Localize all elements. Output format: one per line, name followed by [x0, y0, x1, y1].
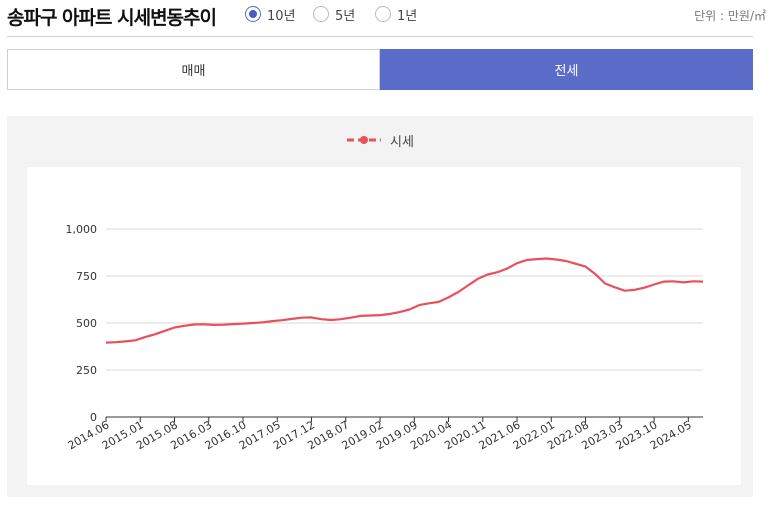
tab-sale[interactable]: 매매	[7, 49, 380, 90]
data-point	[291, 318, 293, 320]
data-point	[134, 339, 136, 341]
data-point	[555, 258, 557, 260]
data-point	[164, 330, 166, 332]
data-point	[350, 317, 352, 319]
data-point	[281, 319, 283, 321]
header-divider	[7, 36, 753, 37]
period-radio-1y[interactable]: 1년	[375, 4, 417, 24]
data-point	[301, 317, 303, 319]
data-point	[438, 301, 440, 303]
data-point	[624, 290, 626, 292]
tab-jeonse[interactable]: 전세	[380, 49, 753, 90]
data-point	[320, 318, 322, 320]
data-point	[516, 262, 518, 264]
unit-label: 단위 : 만원/㎡	[694, 9, 766, 23]
period-radio-label: 5년	[335, 8, 356, 24]
data-point	[594, 273, 596, 275]
radio-checked-icon	[245, 6, 261, 22]
period-radio-label: 10년	[267, 8, 296, 24]
radio-unchecked-icon	[313, 6, 329, 22]
data-point	[144, 336, 146, 338]
data-point	[633, 289, 635, 291]
chart-plot-area: 0 250 500 750 1,000 2014.06 2015.01 2015.08 2016…	[27, 167, 741, 485]
page-title: 송파구 아파트 시세변동추이	[7, 7, 217, 29]
data-point	[457, 291, 459, 293]
data-point	[125, 340, 127, 342]
data-point	[232, 323, 234, 325]
data-point	[702, 281, 704, 283]
data-point	[222, 324, 224, 326]
legend-line-marker-icon	[347, 136, 382, 144]
y-tick-label: 1,000	[66, 223, 98, 236]
data-point	[682, 281, 684, 283]
line-chart: 02505007501,0002014.062015.012015.082016…	[66, 223, 704, 452]
data-point	[604, 283, 606, 285]
data-point	[418, 304, 420, 306]
data-point	[154, 333, 156, 335]
y-tick-label: 0	[90, 411, 97, 424]
data-point	[428, 302, 430, 304]
data-point	[183, 325, 185, 327]
data-point	[487, 273, 489, 275]
data-point	[262, 321, 264, 323]
data-point	[653, 283, 655, 285]
data-point	[467, 284, 469, 286]
chart-panel: 시세 0 250 500 750 1,000 2014.06 2015.01 2015.08 2…	[7, 116, 753, 497]
data-point	[448, 296, 450, 298]
data-point	[399, 311, 401, 313]
data-point	[585, 266, 587, 268]
chart-legend[interactable]: 시세	[7, 130, 753, 150]
data-point	[252, 322, 254, 324]
data-point	[203, 323, 205, 325]
data-point	[340, 318, 342, 320]
data-point	[379, 314, 381, 316]
period-radio-5y[interactable]: 5년	[313, 4, 355, 24]
y-tick-label: 750	[76, 270, 97, 283]
data-point	[271, 320, 273, 322]
data-point	[545, 258, 547, 260]
radio-unchecked-icon	[375, 6, 391, 22]
period-radio-10y[interactable]: 10년	[245, 4, 296, 24]
data-point	[242, 323, 244, 325]
data-point	[643, 287, 645, 289]
data-point	[389, 313, 391, 315]
data-point	[496, 271, 498, 273]
legend-label: 시세	[390, 134, 414, 150]
data-point	[614, 286, 616, 288]
data-point	[369, 314, 371, 316]
data-point	[311, 316, 313, 318]
deal-type-tabs: 매매 전세	[7, 49, 753, 90]
series-line	[105, 257, 704, 344]
y-tick-label: 250	[76, 364, 97, 377]
data-point	[536, 258, 538, 260]
data-point	[565, 260, 567, 262]
data-point	[330, 319, 332, 321]
data-point	[663, 281, 665, 283]
data-point	[174, 327, 176, 329]
data-point	[408, 308, 410, 310]
chart-header: 송파구 아파트 시세변동추이 10년 5년 1년 단위 : 만원/㎡	[7, 0, 766, 34]
data-point	[692, 280, 694, 282]
data-point	[193, 324, 195, 326]
data-point	[115, 341, 117, 343]
data-point	[105, 342, 107, 344]
data-point	[673, 280, 675, 282]
data-point	[575, 263, 577, 265]
period-radio-label: 1년	[397, 8, 418, 24]
data-point	[506, 267, 508, 269]
y-tick-label: 500	[76, 317, 97, 330]
data-point	[359, 315, 361, 317]
data-point	[526, 259, 528, 261]
data-point	[213, 324, 215, 326]
data-point	[477, 278, 479, 280]
